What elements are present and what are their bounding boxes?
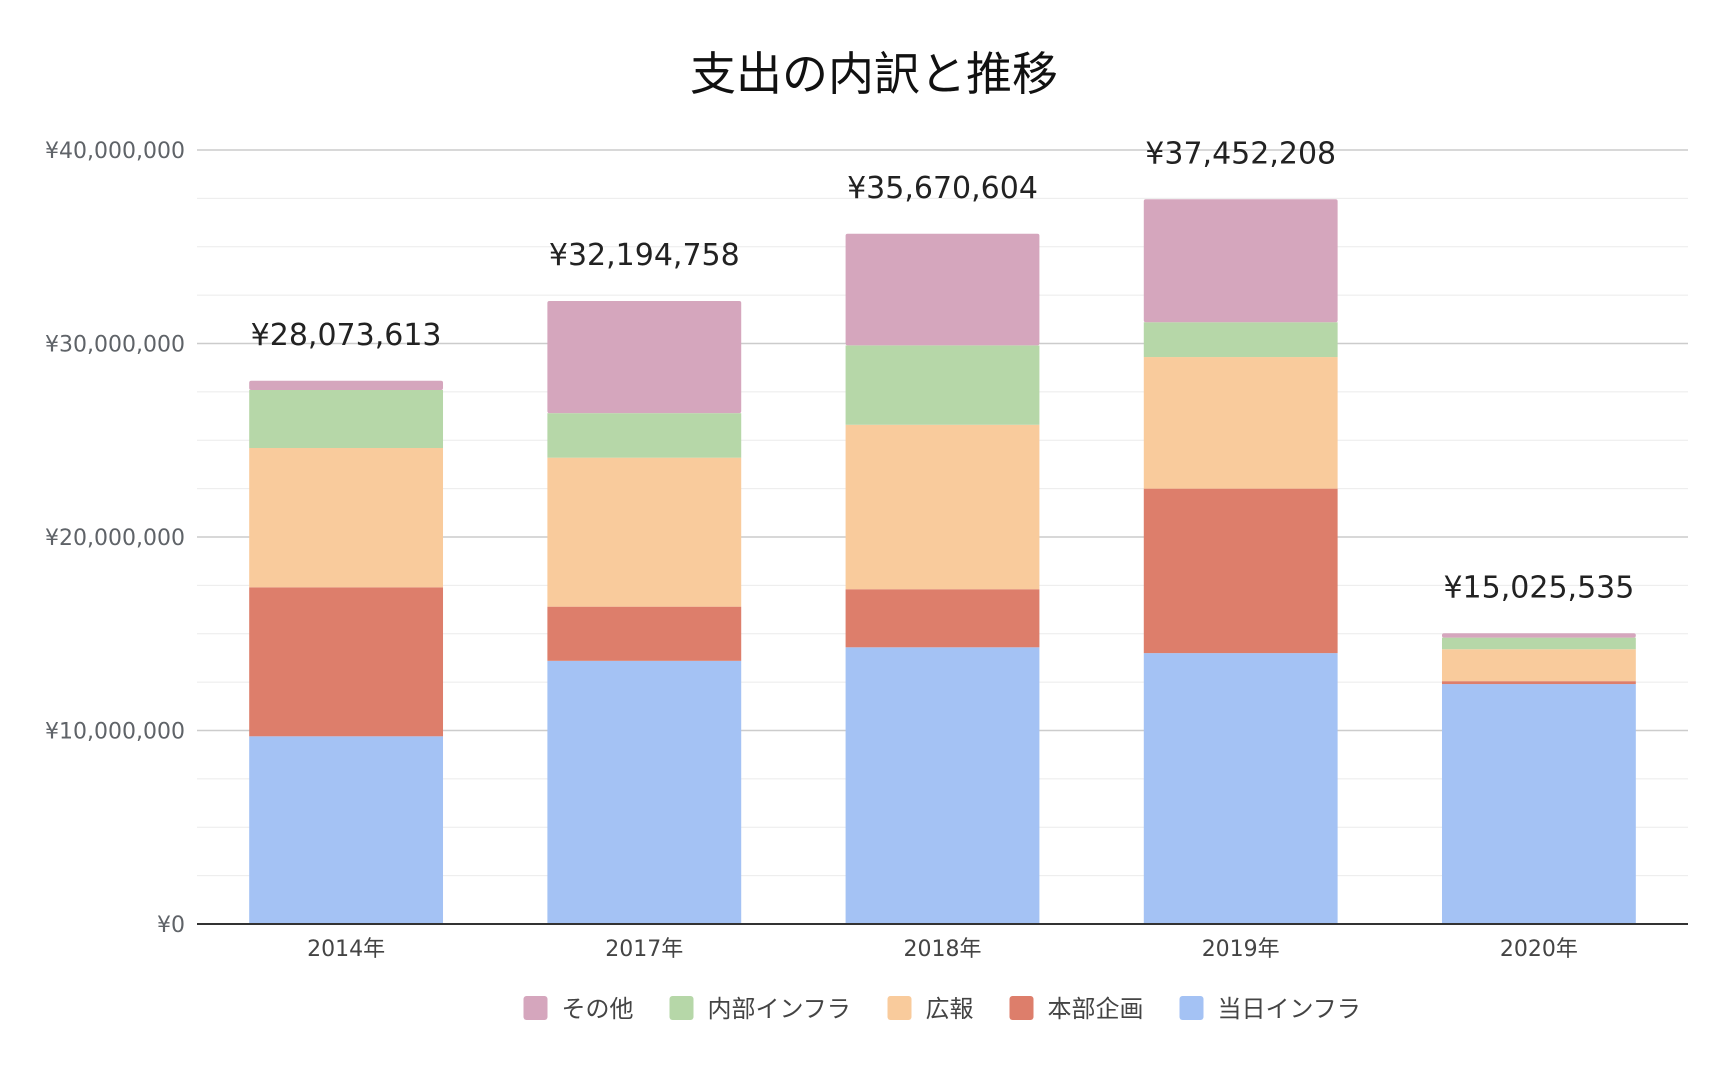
total-label: ¥32,194,758 — [549, 238, 740, 273]
bar-segment — [845, 424, 1040, 590]
y-tick-label: ¥30,000,000 — [45, 333, 185, 358]
x-tick-label: 2018年 — [904, 937, 982, 962]
x-tick-label: 2017年 — [605, 937, 683, 962]
y-axis: ¥0 ¥10,000,000 ¥20,000,000 ¥30,000,000 ¥40,0… — [45, 139, 185, 938]
x-axis: 2014年 2017年 2018年 2019年 2020年 — [197, 923, 1688, 962]
legend-swatch — [887, 996, 912, 1020]
legend-label: 本部企画 — [1048, 995, 1144, 1023]
legend-label: 当日インフラ — [1218, 995, 1361, 1023]
bar-segment — [547, 660, 742, 924]
bar-segment — [547, 413, 742, 458]
bar-segment — [1143, 199, 1338, 323]
bar-segment — [249, 736, 444, 924]
bar-segment — [249, 380, 444, 390]
bar-segment — [1441, 681, 1636, 685]
bar-segment — [845, 233, 1040, 346]
y-tick-label: ¥0 — [157, 913, 185, 938]
legend-swatch — [1179, 996, 1204, 1020]
legend-swatch — [1009, 996, 1034, 1020]
bar-segment — [1143, 357, 1338, 489]
chart-title: 支出の内訳と推移 — [690, 47, 1058, 101]
bar-segment — [249, 389, 444, 448]
legend-label: 内部インフラ — [708, 995, 851, 1023]
bar-segment — [1441, 649, 1636, 682]
total-label: ¥28,073,613 — [251, 318, 442, 353]
bar-segment — [1441, 684, 1636, 924]
y-tick-label: ¥10,000,000 — [45, 720, 185, 745]
bar-segment — [1143, 488, 1338, 654]
bar-segment — [845, 647, 1040, 924]
bar-segment — [1143, 322, 1338, 358]
y-tick-label: ¥40,000,000 — [45, 139, 185, 164]
bar-segment — [845, 345, 1040, 425]
bar-segment — [845, 589, 1040, 648]
total-label: ¥15,025,535 — [1443, 570, 1634, 605]
legend-swatch — [669, 996, 694, 1020]
total-label: ¥35,670,604 — [847, 171, 1038, 206]
bar-segment — [249, 447, 444, 588]
x-tick-label: 2020年 — [1500, 937, 1578, 962]
bar-segment — [1441, 637, 1636, 650]
total-label: ¥37,452,208 — [1145, 136, 1336, 171]
legend-label: 広報 — [926, 995, 974, 1023]
y-tick-label: ¥20,000,000 — [45, 526, 185, 551]
bar-segment — [547, 606, 742, 661]
bar-segment — [249, 587, 444, 737]
legend: その他 内部インフラ 広報 本部企画 当日インフラ — [523, 995, 1361, 1023]
legend-label: その他 — [562, 995, 634, 1023]
x-tick-label: 2014年 — [307, 937, 385, 962]
bar-segment — [547, 457, 742, 607]
x-tick-label: 2019年 — [1202, 937, 1280, 962]
bar-segment — [1441, 633, 1636, 638]
bars-layer — [249, 199, 1636, 924]
total-labels: ¥28,073,613 ¥32,194,758 ¥35,670,604 ¥37,452… — [251, 136, 1635, 605]
bar-segment — [547, 301, 742, 414]
legend-swatch — [523, 996, 548, 1020]
bar-segment — [1143, 653, 1338, 924]
